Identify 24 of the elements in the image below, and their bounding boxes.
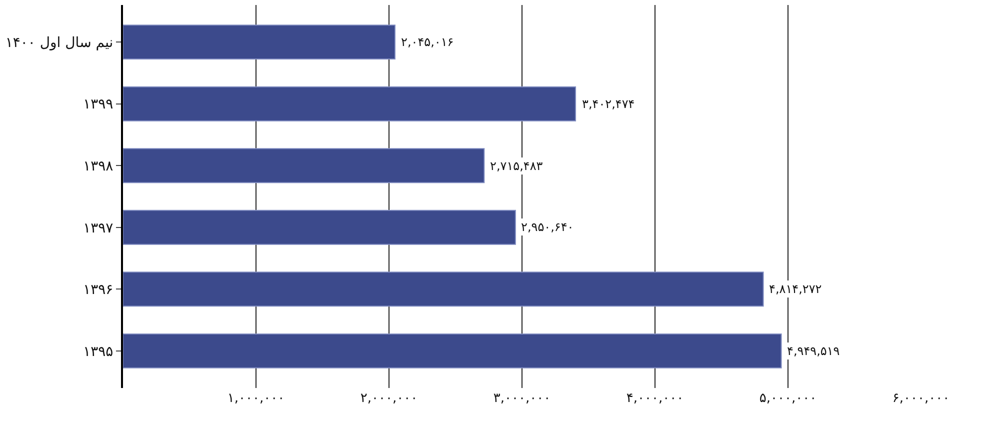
data-label: ۲,۹۵۰,۶۴۰ (521, 220, 574, 234)
data-label: ۴,۹۴۹,۵۱۹ (787, 344, 840, 358)
x-tick-label: ۵,۰۰۰,۰۰۰ (759, 391, 817, 406)
y-tick-label: ۱۳۹۹ (83, 96, 114, 113)
data-label: ۳,۴۰۲,۴۷۴ (582, 97, 635, 111)
bar (123, 86, 576, 122)
y-tick-label: ۱۳۹۶ (83, 282, 114, 298)
bar (123, 148, 485, 184)
bar (123, 272, 764, 307)
x-tick-label: ۶,۰۰۰,۰۰۰ (892, 391, 950, 406)
y-tick-label: ۱۳۹۵ (83, 344, 114, 360)
bar (123, 333, 782, 368)
y-tick-label: ۱۳۹۷ (83, 220, 114, 236)
x-tick-label: ۴,۰۰۰,۰۰۰ (626, 391, 684, 406)
y-tick-label: ۱۳۹۸ (83, 158, 114, 175)
data-label: ۲,۰۴۵,۰۱۶ (401, 35, 454, 49)
data-label: ۲,۷۱۵,۴۸۳ (490, 159, 544, 173)
x-tick-label: ۲,۰۰۰,۰۰۰ (360, 391, 418, 406)
x-tick-label: ۱,۰۰۰,۰۰۰ (227, 391, 285, 406)
data-label: ۴,۸۱۴,۲۷۲ (769, 282, 822, 296)
bar (123, 210, 516, 245)
bar (123, 24, 396, 60)
x-tick-label: ۳,۰۰۰,۰۰۰ (493, 391, 551, 406)
y-tick-label: نیم سال اول ۱۴۰۰ (5, 34, 114, 51)
